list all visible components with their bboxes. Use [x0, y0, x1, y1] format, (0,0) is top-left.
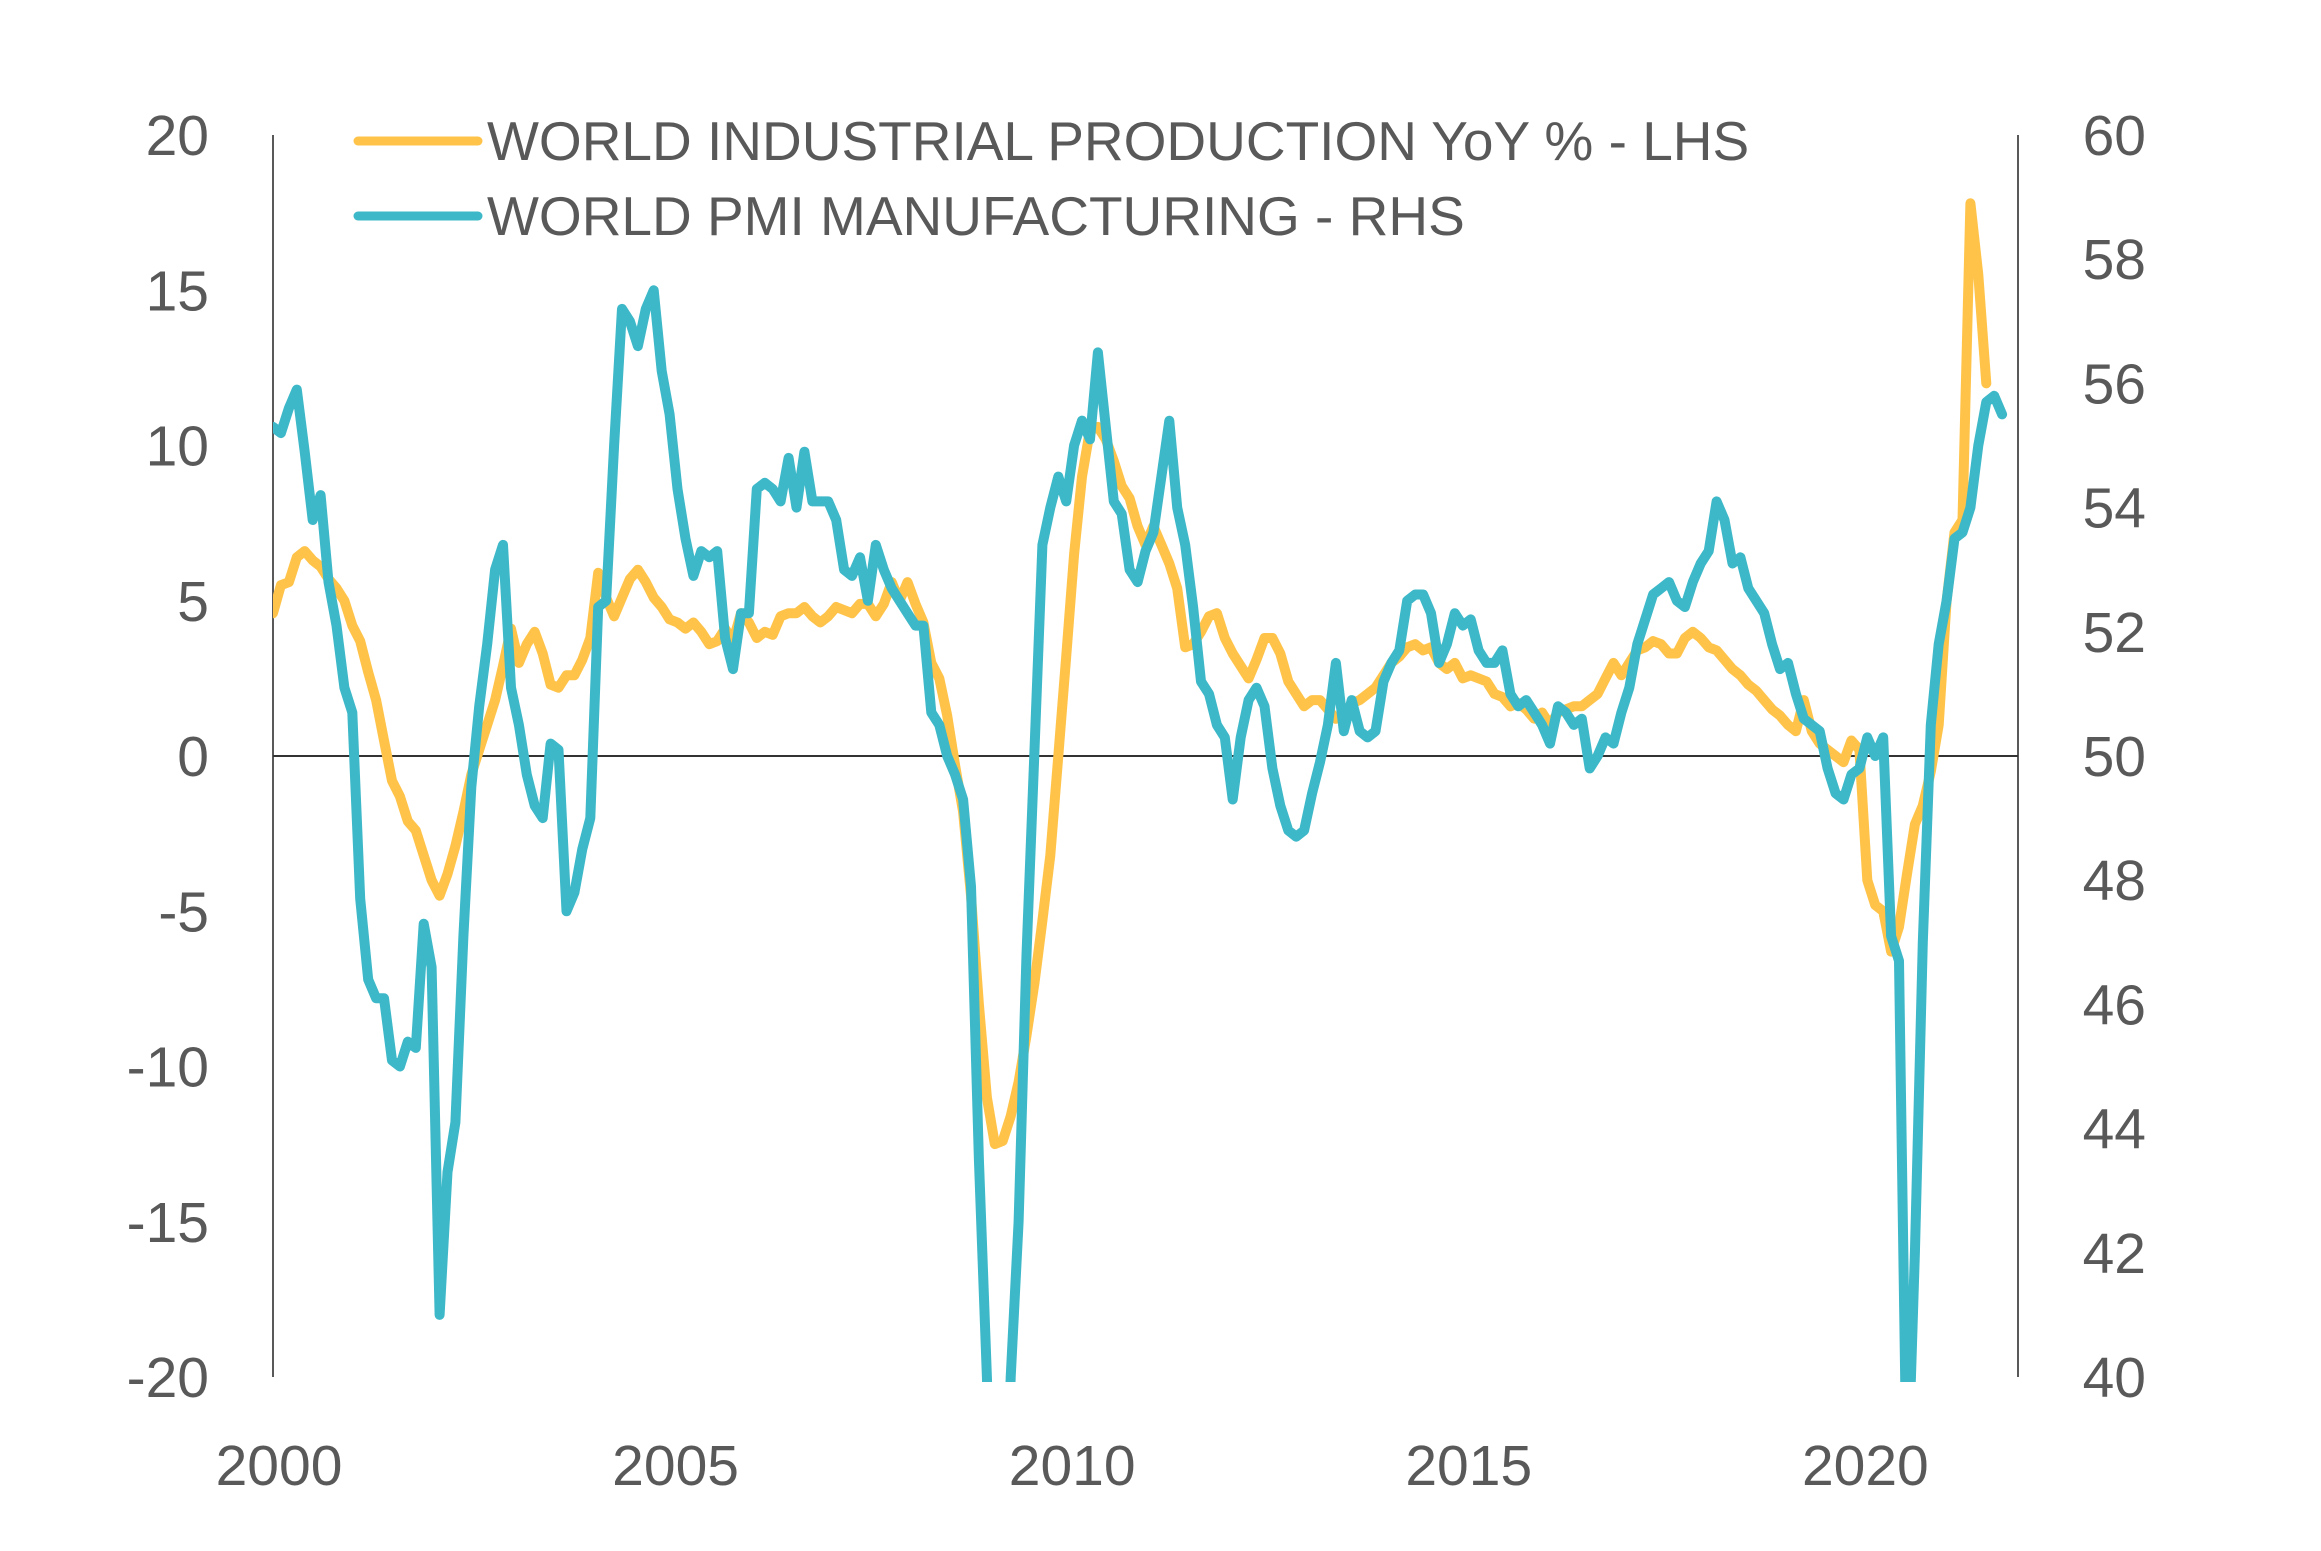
y-left-tick-label: 20: [146, 104, 209, 168]
y-right-tick-label: 52: [2083, 601, 2146, 665]
y-right-tick-label: 60: [2083, 104, 2146, 168]
legend-label-industrial-production: WORLD INDUSTRIAL PRODUCTION YoY % - LHS: [487, 110, 1749, 172]
y-right-tick-label: 58: [2083, 228, 2146, 292]
axes-layer: 20151050-5-10-15-20605856545250484644424…: [127, 104, 2146, 1498]
series-line-pmi-manufacturing: [273, 285, 2008, 1382]
y-left-tick-label: -10: [127, 1036, 209, 1100]
y-right-tick-label: 54: [2083, 477, 2146, 541]
y-right-tick-label: 46: [2083, 973, 2146, 1037]
x-tick-label: 2010: [1009, 1434, 1136, 1498]
y-right-tick-label: 48: [2083, 849, 2146, 913]
series-layer: [273, 198, 2008, 1382]
y-right-tick-label: 42: [2083, 1222, 2146, 1286]
series-line-industrial-production: [273, 198, 1992, 1150]
y-left-tick-label: -20: [127, 1346, 209, 1410]
x-tick-label: 2005: [612, 1434, 739, 1498]
y-left-tick-label: 15: [146, 259, 209, 323]
y-left-tick-label: 5: [177, 570, 209, 634]
y-right-tick-label: 44: [2083, 1098, 2146, 1162]
x-tick-label: 2020: [1802, 1434, 1929, 1498]
legend-label-pmi-manufacturing: WORLD PMI MANUFACTURING - RHS: [487, 185, 1465, 247]
x-tick-label: 2015: [1405, 1434, 1532, 1498]
y-right-tick-label: 40: [2083, 1346, 2146, 1410]
x-tick-label: 2000: [216, 1434, 343, 1498]
y-left-tick-label: 0: [177, 725, 209, 789]
y-right-tick-label: 50: [2083, 725, 2146, 789]
legend: WORLD INDUSTRIAL PRODUCTION YoY % - LHS …: [353, 110, 1749, 247]
y-left-tick-label: -15: [127, 1191, 209, 1255]
y-left-tick-label: 10: [146, 415, 209, 479]
y-left-tick-label: -5: [158, 880, 209, 944]
y-right-tick-label: 56: [2083, 352, 2146, 416]
